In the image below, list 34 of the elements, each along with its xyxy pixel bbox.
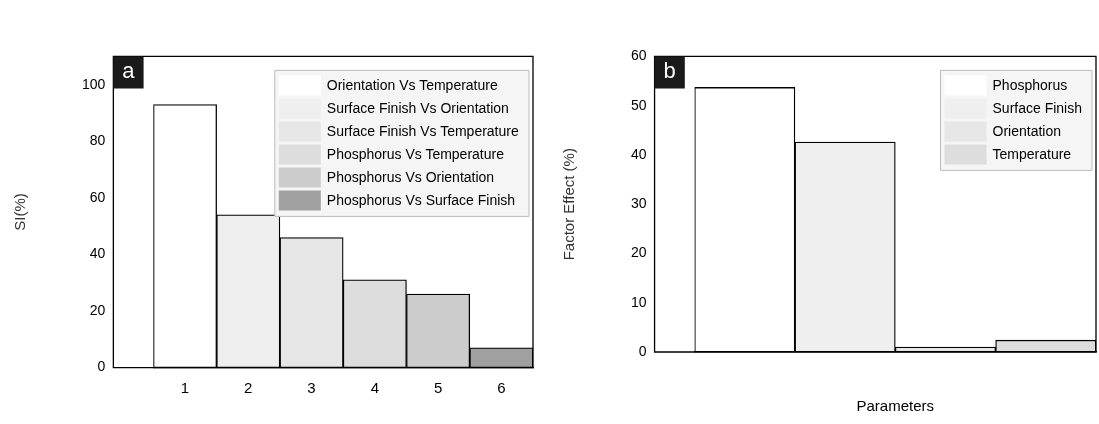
legend-label: Orientation Vs Temperature bbox=[326, 76, 498, 93]
x-tick-label: 1 bbox=[180, 378, 190, 396]
x-tick-label: 6 bbox=[497, 378, 506, 396]
legend-label: Surface Finish Vs Temperature bbox=[326, 122, 519, 139]
y-tick-label: 10 bbox=[630, 293, 647, 310]
y-tick-label: 100 bbox=[82, 75, 106, 92]
legend-label: Phosphorus bbox=[992, 76, 1068, 93]
chart-title: b bbox=[663, 58, 676, 84]
y-tick-label: 40 bbox=[89, 245, 106, 262]
legend-label: Orientation bbox=[992, 122, 1061, 139]
y-axis-title: SI(%) bbox=[11, 193, 29, 231]
y-tick-label: 30 bbox=[630, 195, 647, 212]
legend-label: Phosphorus Vs Surface Finish bbox=[326, 191, 516, 208]
x-tick-label: 5 bbox=[433, 378, 443, 396]
y-tick-label: 60 bbox=[89, 188, 106, 205]
x-tick-label: 3 bbox=[307, 378, 316, 396]
x-tick-label: 4 bbox=[370, 378, 379, 396]
legend-label: Phosphorus Vs Temperature bbox=[326, 145, 505, 162]
legend-label: Phosphorus Vs Orientation bbox=[326, 168, 495, 185]
legend-label: Temperature bbox=[992, 145, 1072, 162]
x-axis-title: Parameters bbox=[856, 397, 935, 415]
y-tick-label: 40 bbox=[630, 145, 647, 162]
legend-label: Surface Finish Vs Orientation bbox=[326, 99, 509, 116]
legend-label: Surface Finish bbox=[992, 99, 1082, 116]
y-tick-label: 0 bbox=[638, 342, 647, 359]
y-tick-label: 60 bbox=[630, 47, 647, 64]
x-tick-label: 2 bbox=[244, 378, 253, 396]
y-tick-label: 20 bbox=[630, 244, 647, 261]
chart-title: a bbox=[122, 58, 136, 84]
y-axis-title: Factor Effect (%) bbox=[560, 148, 578, 261]
y-tick-label: 80 bbox=[89, 132, 106, 149]
y-tick-label: 50 bbox=[630, 96, 647, 113]
y-tick-label: 20 bbox=[89, 301, 106, 318]
y-tick-label: 0 bbox=[97, 358, 106, 375]
